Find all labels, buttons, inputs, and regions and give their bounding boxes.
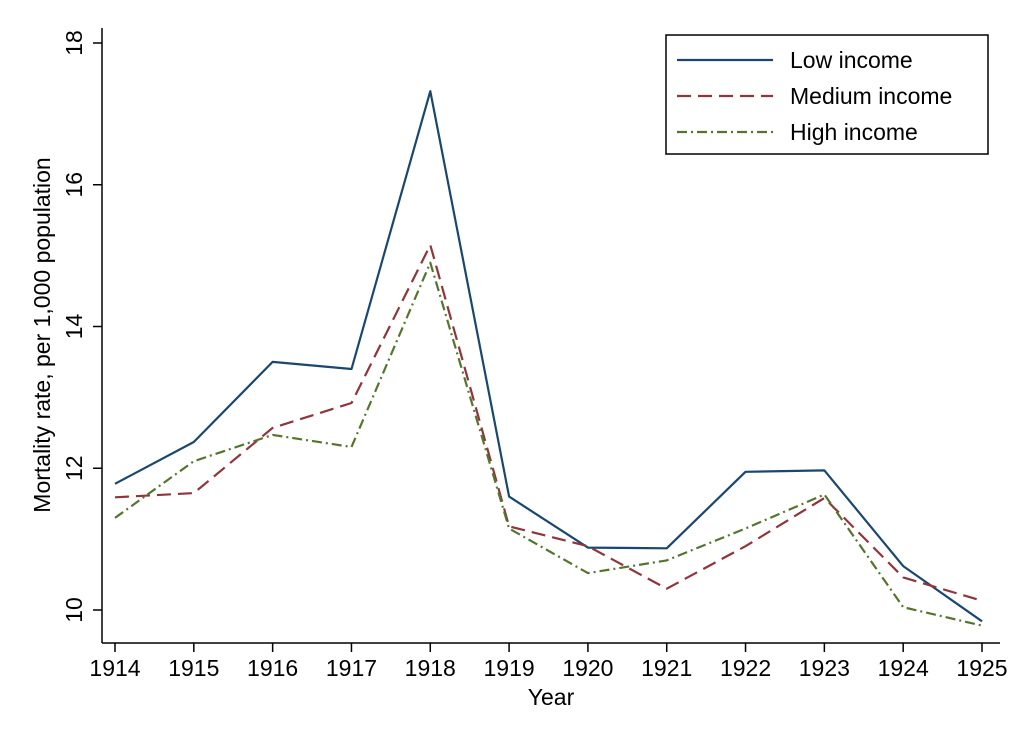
x-axis-title: Year [528, 684, 575, 710]
x-tick-label: 1916 [247, 655, 298, 681]
legend-label: Low income [790, 47, 913, 73]
x-tick-label: 1921 [641, 655, 692, 681]
series-line-medium-income [114, 243, 983, 602]
series-line-high-income [114, 261, 983, 627]
y-axis-title: Mortality rate, per 1,000 population [29, 157, 55, 512]
x-tick-label: 1922 [720, 655, 771, 681]
x-tick-label: 1923 [799, 655, 850, 681]
x-tick-label: 1918 [405, 655, 456, 681]
x-tick-label: 1914 [89, 655, 140, 681]
legend: Low income Medium income High income [665, 34, 989, 155]
x-tick-label: 1924 [878, 655, 929, 681]
x-tick-label: 1915 [168, 655, 219, 681]
x-axis: 1914 1915 1916 1917 1918 1919 1920 1921 1922 1923… [89, 642, 1008, 681]
x-tick-label: 1917 [326, 655, 377, 681]
y-tick-label: 16 [61, 172, 87, 198]
y-tick-label: 18 [61, 30, 87, 56]
legend-label: High income [790, 119, 918, 145]
series-line-low-income [114, 90, 983, 623]
y-axis: 10 12 14 16 18 [61, 28, 103, 643]
x-tick-label: 1919 [484, 655, 535, 681]
series-layer [114, 90, 983, 627]
legend-label: Medium income [790, 83, 952, 109]
y-tick-label: 12 [61, 455, 87, 481]
x-tick-label: 1920 [562, 655, 613, 681]
y-tick-label: 14 [61, 314, 87, 340]
x-tick-label: 1925 [956, 655, 1007, 681]
legend-box [665, 34, 989, 155]
y-tick-label: 10 [61, 597, 87, 623]
